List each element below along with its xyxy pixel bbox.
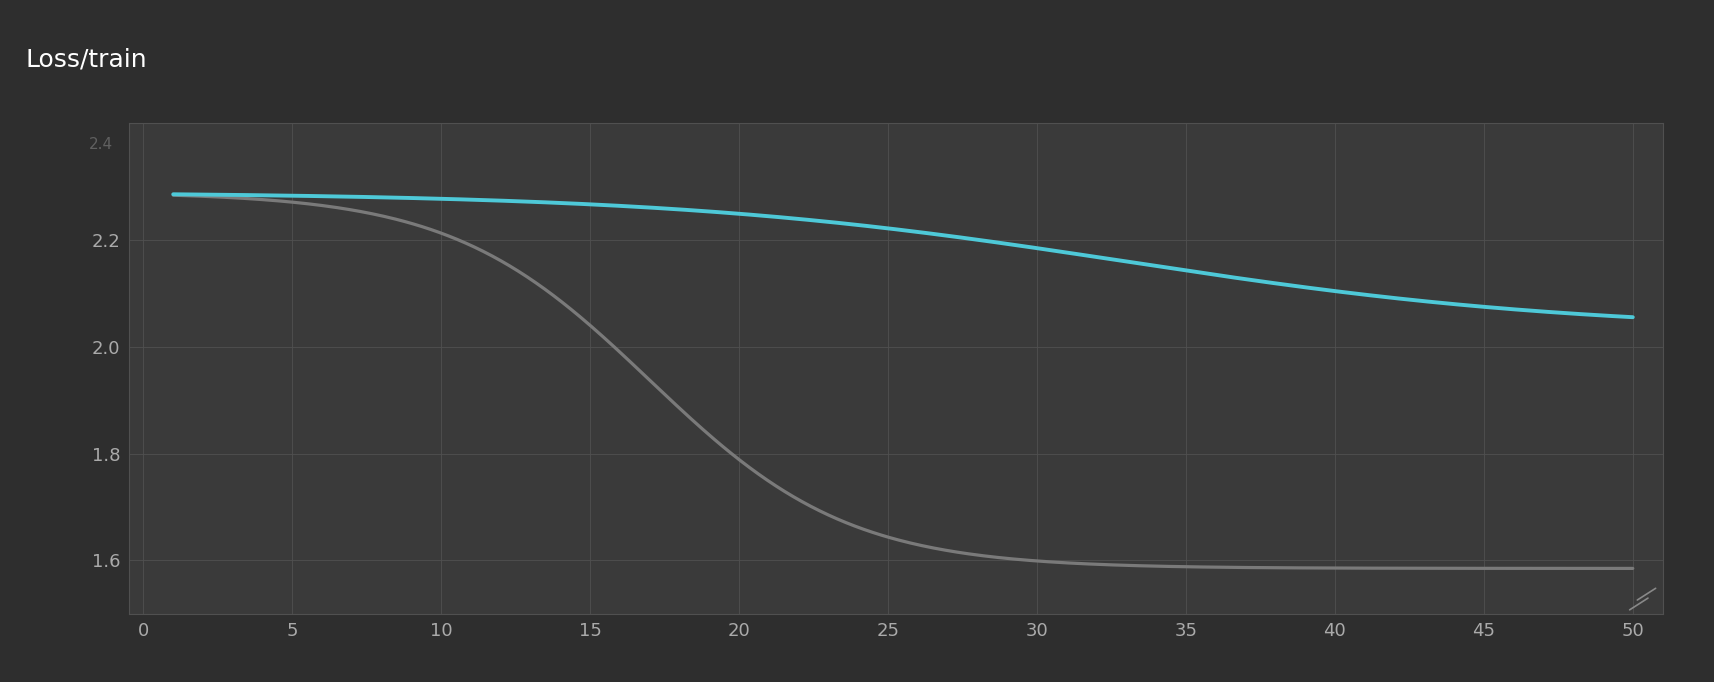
Text: 2.4: 2.4 [89,136,113,151]
Text: Loss/train: Loss/train [26,48,147,72]
